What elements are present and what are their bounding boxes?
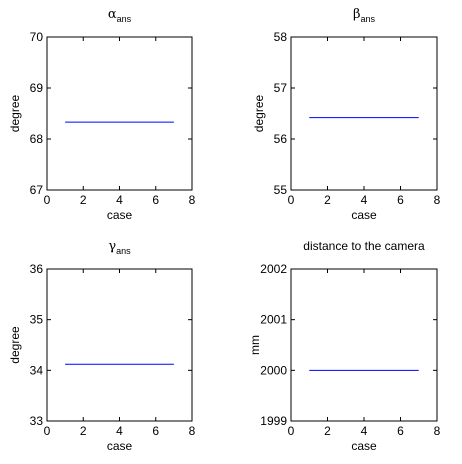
y-tick-label: 68 [30,132,44,146]
x-tick-label: 0 [44,424,51,438]
x-tick-label: 8 [434,193,441,207]
axes-box [290,36,438,191]
x-tick-label: 2 [80,193,87,207]
y-axis-label: degree [252,94,266,132]
x-tick-label: 0 [288,193,295,207]
x-tick-label: 6 [152,424,159,438]
x-tick-label: 8 [189,424,196,438]
y-tick-label: 2001 [260,313,287,327]
y-tick-label: 67 [30,183,44,197]
subplot-title: βans [353,7,376,24]
x-tick-label: 2 [80,424,87,438]
x-tick-label: 4 [116,193,123,207]
title-subscript: ans [361,14,376,24]
subplot-title: distance to the camera [303,239,425,253]
y-tick-label: 2002 [260,262,287,276]
title-text: distance to the camera [303,239,425,253]
subplot-title: αans [108,7,132,24]
y-tick-label: 57 [274,81,288,95]
subplot-2: 0 2 4 6 8 55 56 57 58 case degree βans [252,7,441,222]
y-tick-label: 55 [274,183,288,197]
y-tick-label: 33 [30,414,44,428]
x-tick-label: 8 [189,193,196,207]
x-tick-label: 6 [397,424,404,438]
y-tick-label: 56 [274,132,288,146]
x-tick-label: 4 [361,193,368,207]
x-tick-label: 2 [324,193,331,207]
subplot-4: 0 2 4 6 8 1999 2000 2001 2002 case mm distance to t… [248,239,441,453]
x-tick-label: 0 [288,424,295,438]
title-subscript: ans [117,14,132,24]
x-tick-label: 0 [44,193,51,207]
axes-box [46,268,193,422]
x-axis-label: case [351,208,377,222]
x-axis-label: case [107,208,133,222]
y-tick-label: 1999 [260,414,287,428]
x-axis-label: case [351,439,377,453]
y-axis-label: degree [8,326,22,364]
x-tick-label: 6 [152,193,159,207]
title-symbol: γ [108,239,116,254]
y-tick-label: 36 [30,262,44,276]
y-axis-label: mm [248,335,262,355]
y-tick-label: 70 [30,30,44,44]
y-tick-label: 69 [30,81,44,95]
y-tick-label: 58 [274,30,288,44]
title-symbol: α [108,7,117,22]
subplot-3: 0 2 4 6 8 33 34 35 36 case degree γans [8,239,196,453]
y-axis-label: degree [8,94,22,132]
x-tick-label: 6 [397,193,404,207]
title-symbol: β [353,7,361,22]
x-tick-label: 8 [434,424,441,438]
y-tick-label: 34 [30,363,44,377]
x-tick-label: 4 [116,424,123,438]
x-tick-label: 4 [361,424,368,438]
axes-box [46,36,193,191]
title-subscript: ans [116,246,131,256]
y-tick-label: 2000 [260,363,287,377]
axes-box [290,268,438,422]
x-tick-label: 2 [324,424,331,438]
y-tick-label: 35 [30,313,44,327]
x-axis-label: case [107,439,133,453]
subplot-title: γans [108,239,131,256]
